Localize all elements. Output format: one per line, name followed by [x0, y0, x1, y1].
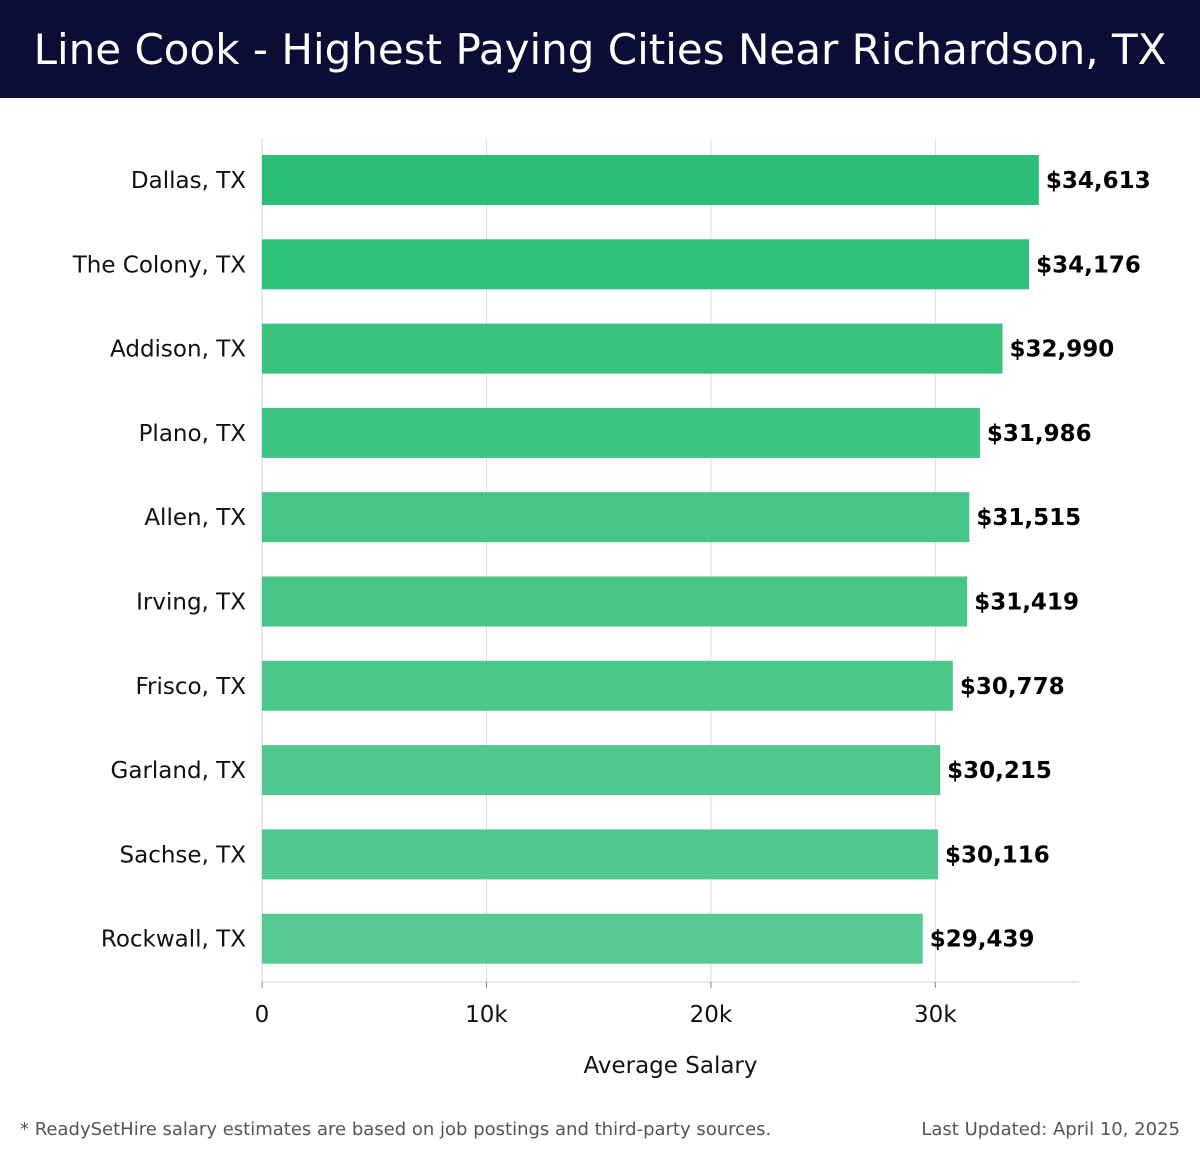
value-label: $32,990	[1009, 337, 1114, 363]
bar	[262, 492, 970, 543]
category-label: Sachse, TX	[120, 842, 247, 868]
bar	[262, 745, 941, 796]
value-label: $34,176	[1036, 252, 1141, 278]
value-label: $34,613	[1046, 168, 1151, 194]
bar	[262, 239, 1030, 290]
category-label: Dallas, TX	[131, 168, 246, 194]
footnote: * ReadySetHire salary estimates are base…	[20, 1119, 772, 1140]
x-tick-label: 30k	[914, 1002, 957, 1028]
category-label: Plano, TX	[139, 421, 247, 447]
bar	[262, 155, 1039, 205]
category-label: Rockwall, TX	[101, 927, 246, 953]
bar	[262, 829, 938, 880]
value-label: $30,215	[947, 758, 1052, 784]
category-label: Frisco, TX	[135, 674, 246, 700]
x-tick-label: 20k	[690, 1002, 733, 1028]
bar	[262, 576, 968, 627]
value-label: $30,116	[945, 842, 1050, 868]
x-tick-label: 0	[255, 1002, 270, 1028]
category-label: Garland, TX	[111, 758, 247, 784]
title-bar: Line Cook - Highest Paying Cities Near R…	[0, 0, 1200, 98]
category-label: Allen, TX	[144, 505, 246, 531]
value-label: $31,986	[987, 421, 1092, 447]
last-updated: Last Updated: April 10, 2025	[921, 1119, 1180, 1140]
category-label: The Colony, TX	[72, 252, 247, 278]
value-label: $31,515	[976, 505, 1081, 531]
bar	[262, 407, 980, 458]
x-tick-label: 10k	[465, 1002, 508, 1028]
bar	[262, 913, 923, 964]
value-label: $29,439	[930, 927, 1035, 953]
category-label: Addison, TX	[110, 337, 246, 363]
chart-title: Line Cook - Highest Paying Cities Near R…	[33, 24, 1167, 74]
bar	[262, 660, 953, 711]
value-label: $31,419	[974, 590, 1079, 616]
category-label: Irving, TX	[136, 590, 246, 616]
bar	[262, 323, 1003, 374]
value-label: $30,778	[960, 674, 1065, 700]
x-axis-label: Average Salary	[583, 1053, 757, 1079]
bar-chart: Dallas, TX $34,613 The Colony, TX $34,176 Ad…	[72, 138, 1151, 1079]
